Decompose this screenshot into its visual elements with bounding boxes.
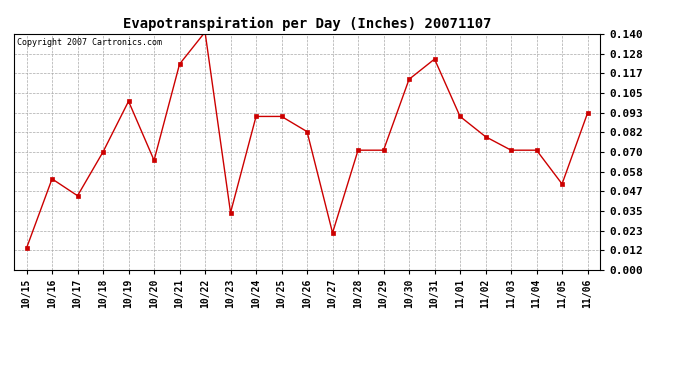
- Text: Copyright 2007 Cartronics.com: Copyright 2007 Cartronics.com: [17, 39, 161, 48]
- Title: Evapotranspiration per Day (Inches) 20071107: Evapotranspiration per Day (Inches) 2007…: [123, 17, 491, 31]
